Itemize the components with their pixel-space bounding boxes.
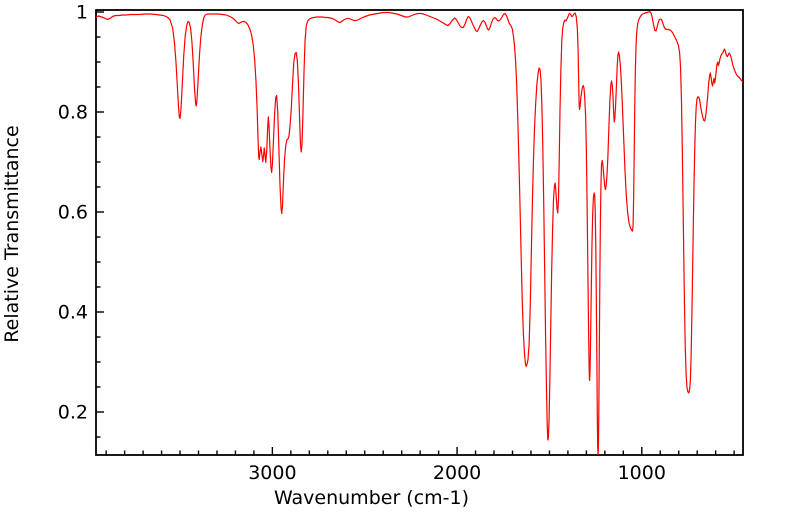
y-tick-label: 0.8 <box>58 102 88 124</box>
series-ir-spectrum <box>96 10 743 455</box>
y-tick-label: 0.2 <box>58 402 88 424</box>
plot-border <box>95 9 744 456</box>
y-tick-label: 0.6 <box>58 202 88 224</box>
plot-frame <box>95 9 744 456</box>
axis-ticks <box>96 11 735 455</box>
x-tick-label: 2000 <box>433 462 481 484</box>
y-tick-label: 0.4 <box>58 302 88 324</box>
spectrum-line <box>96 10 743 455</box>
x-axis-label: Wavenumber (cm-1) <box>273 487 470 509</box>
tick-labels: 3000 2000 1000 1 0.8 0.6 0.4 0.2 <box>58 2 666 485</box>
x-tick-label: 1000 <box>618 462 666 484</box>
y-tick-label: 1 <box>76 2 88 24</box>
x-tick-label: 3000 <box>248 462 296 484</box>
y-axis-label: Relative Transmittance <box>1 125 23 343</box>
